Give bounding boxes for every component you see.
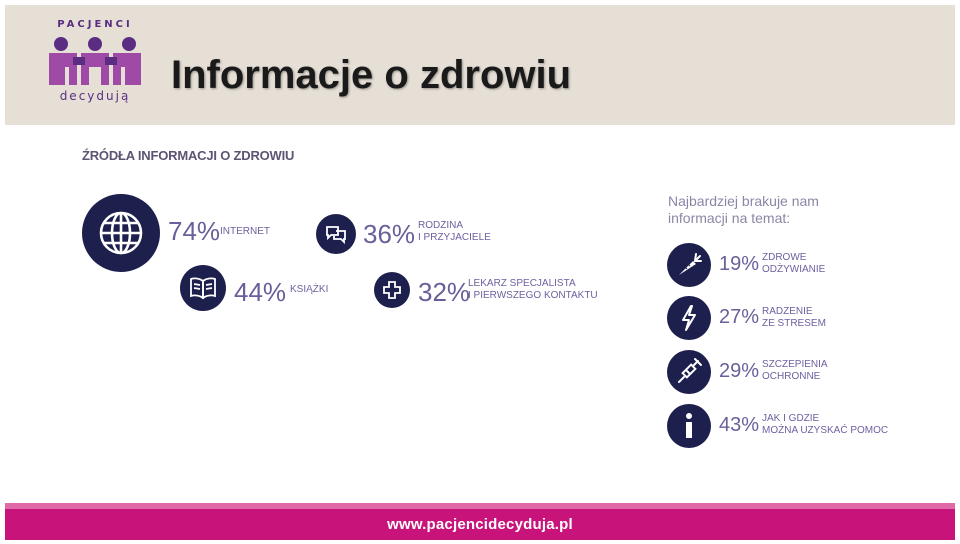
source-label-books: KSIĄŻKI <box>290 284 329 295</box>
footer-bar: www.pacjencidecyduja.pl <box>5 509 955 540</box>
book-icon <box>180 265 226 311</box>
source-label-family: RODZINA I PRZYJACIELE <box>418 220 491 243</box>
chat-icon <box>316 214 356 254</box>
syringe-icon <box>667 350 711 394</box>
section-title: ŹRÓDŁA INFORMACJI O ZDROWIU <box>82 148 295 163</box>
source-label-doctor: LEKARZ SPECJALISTA I PIERWSZEGO KONTAKTU <box>468 278 598 301</box>
people-icon <box>49 37 141 85</box>
source-percent-family: 36% <box>363 219 416 249</box>
missing-percent-stress: 27% <box>719 306 760 328</box>
missing-percent-help: 43% <box>719 414 760 436</box>
source-percent-internet: 74% <box>168 216 221 246</box>
medical-cross-icon <box>374 272 410 308</box>
page-title: Informacje o zdrowiu <box>171 53 572 97</box>
missing-label-nutrition: ZDROWE ODŻYWIANIE <box>762 252 826 275</box>
carrot-icon <box>667 243 711 287</box>
logo-text-top: PACJENCI <box>57 19 133 30</box>
source-percent-books: 44% <box>234 277 287 307</box>
lightning-icon <box>667 296 711 340</box>
missing-label-stress: RADZENIE ZE STRESEM <box>762 306 826 329</box>
footer-url-link[interactable]: www.pacjencidecyduja.pl <box>387 516 573 533</box>
missing-info-heading: Najbardziej brakuje nam informacji na te… <box>668 193 819 226</box>
missing-label-vaccination: SZCZEPIENIA OCHRONNE <box>762 359 828 382</box>
source-percent-doctor: 32% <box>418 277 471 307</box>
missing-percent-nutrition: 19% <box>719 253 760 275</box>
info-icon <box>667 404 711 448</box>
header-banner: PACJENCI decydują Informacje o zdrowiu <box>5 5 955 125</box>
logo[interactable]: PACJENCI decydują <box>45 19 145 114</box>
logo-text-bottom: decydują <box>59 89 131 103</box>
globe-icon <box>82 194 160 272</box>
source-label-internet: INTERNET <box>220 226 270 237</box>
missing-label-help: JAK I GDZIE MOŻNA UZYSKAĆ POMOC <box>762 413 889 436</box>
footer-divider <box>5 503 955 509</box>
missing-percent-vaccination: 29% <box>719 360 760 382</box>
